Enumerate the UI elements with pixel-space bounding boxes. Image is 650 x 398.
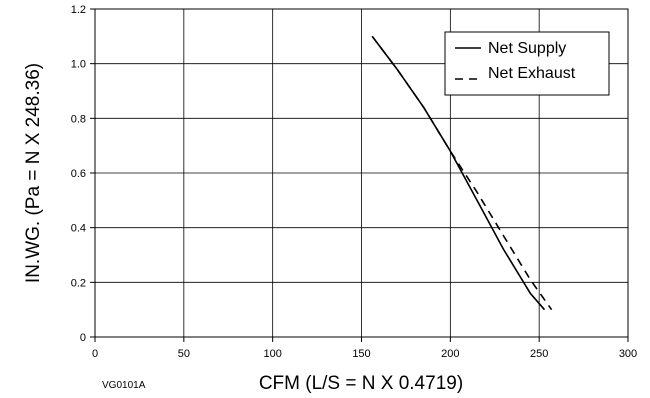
x-tick-label: 0 [92,348,98,360]
series-line-net-exhaust [371,35,553,311]
y-tick-label: 0.4 [71,223,86,235]
axis-ticks: 0 50 100 150 200 250 300 0 0.2 0.4 0.6 0.8 1.0 1.2 [71,4,637,360]
x-tick-label: 50 [178,348,190,360]
series-lines [371,35,553,311]
legend-label-net-supply: Net Supply [488,40,566,57]
legend: Net Supply Net Exhaust [444,31,610,96]
y-tick-label: 0.6 [71,168,86,180]
y-tick-label: 0 [80,332,86,344]
x-tick-label: 300 [619,348,637,360]
y-axis-title: IN.WG. (Pa = N X 248.36) [23,63,44,283]
x-tick-label: 200 [441,348,459,360]
legend-label-net-exhaust: Net Exhaust [488,65,576,82]
y-tick-label: 0.8 [71,113,86,125]
x-tick-label: 150 [352,348,370,360]
y-tick-label: 1.2 [71,4,86,16]
x-tick-label: 250 [530,348,548,360]
y-tick-label: 1.0 [71,59,86,71]
figure-code-label: VG0101A [102,380,146,391]
legend-box [444,31,610,96]
x-tick-label: 100 [263,348,281,360]
x-axis-title: CFM (L/S = N X 0.4719) [259,373,463,394]
y-tick-label: 0.2 [71,277,86,289]
